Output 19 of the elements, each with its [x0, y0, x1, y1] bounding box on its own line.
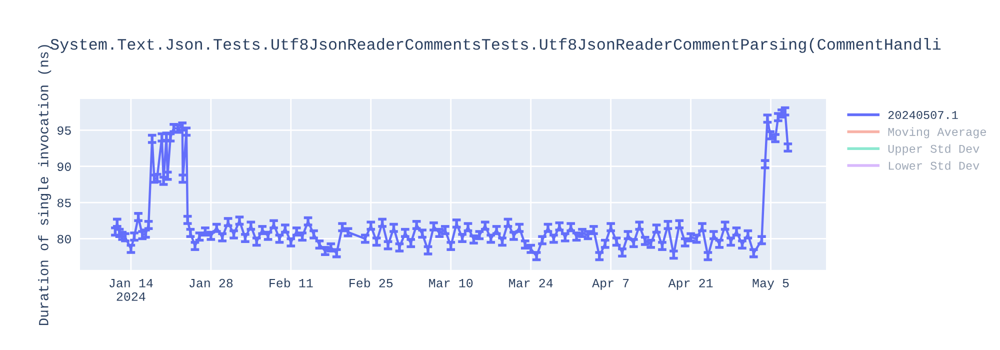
x-tick-label: Mar 10: [429, 278, 473, 288]
y-tick-label: 90: [58, 162, 71, 172]
y-tick-label: 85: [57, 198, 71, 208]
x-tick-label: Feb 25: [350, 278, 393, 288]
x-tick-label: Feb 11: [270, 278, 313, 288]
legend-label: Upper Std Dev: [888, 144, 980, 156]
y-tick-label: 95: [58, 126, 71, 135]
x-tick-label: Apr 7: [592, 279, 629, 290]
x-tick-label: Apr 21: [668, 278, 713, 290]
x-tick-label: Jan 14 2024: [110, 279, 153, 301]
legend-label: Moving Average: [888, 127, 986, 138]
x-tick-label: Jan 28: [189, 278, 233, 288]
x-tick-label: Mar 24: [509, 278, 553, 288]
x-tick-label: May 5: [752, 279, 789, 290]
chart-title: System.Text.Json.Tests.Utf8JsonReaderCommentsTests.Utf8JsonReaderCommentParsing(CommentHandli: [50, 38, 941, 53]
legend-label: Lower Std Dev: [888, 161, 980, 170]
legend-label: 20240507.1: [888, 111, 958, 120]
y-axis-title: Duration of single invocation (ns): [38, 45, 52, 326]
y-tick-label: 80: [57, 234, 71, 244]
